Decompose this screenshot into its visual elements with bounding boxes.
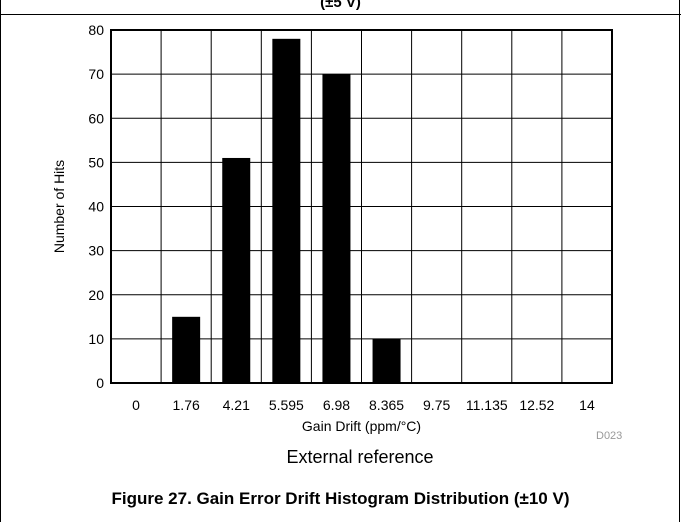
x-tick-0: 0 (132, 397, 140, 413)
bars (172, 38, 401, 383)
bar-4.21 (222, 157, 251, 383)
plot-border (110, 29, 613, 384)
histogram-chart: 0 10 20 30 40 50 60 70 80 0 1.76 4.21 5.595 6.98 8.36… (51, 22, 613, 434)
y-tick-30: 30 (88, 243, 104, 259)
header-fragment: (±5 V) (320, 0, 361, 11)
y-tick-70: 70 (88, 66, 104, 82)
y-tick-labels: 0 10 20 30 40 50 60 70 80 (88, 22, 104, 391)
y-tick-20: 20 (88, 287, 104, 303)
figure-caption: Figure 27. Gain Error Drift Histogram Di… (111, 489, 570, 508)
x-tick-5.595: 5.595 (269, 397, 304, 413)
y-tick-50: 50 (88, 154, 104, 170)
bar-5.595 (272, 38, 301, 383)
x-tick-9.75: 9.75 (423, 397, 450, 413)
bar-1.76 (172, 316, 201, 383)
bar-8.365 (372, 338, 401, 383)
frame-top-border (0, 14, 681, 15)
x-tick-14: 14 (579, 397, 595, 413)
x-tick-labels: 0 1.76 4.21 5.595 6.98 8.365 9.75 11.135 12.52 14 (132, 397, 595, 413)
y-tick-60: 60 (88, 110, 104, 126)
y-axis-label: Number of Hits (51, 160, 67, 253)
frame-left-border (0, 0, 1, 522)
chart-subtitle: External reference (286, 447, 434, 467)
x-tick-4.21: 4.21 (223, 397, 250, 413)
x-axis-label: Gain Drift (ppm/°C) (302, 418, 421, 434)
x-tick-6.98: 6.98 (323, 397, 350, 413)
x-tick-8.365: 8.365 (369, 397, 404, 413)
y-tick-10: 10 (88, 331, 104, 347)
y-tick-40: 40 (88, 199, 104, 215)
x-tick-12.52: 12.52 (519, 397, 554, 413)
y-tick-0: 0 (96, 375, 104, 391)
frame-right-border (679, 0, 680, 522)
figure-code: D023 (596, 430, 623, 442)
x-tick-1.76: 1.76 (173, 397, 200, 413)
bar-6.98 (322, 74, 351, 383)
x-tick-11.135: 11.135 (466, 397, 508, 413)
y-tick-80: 80 (88, 22, 104, 38)
